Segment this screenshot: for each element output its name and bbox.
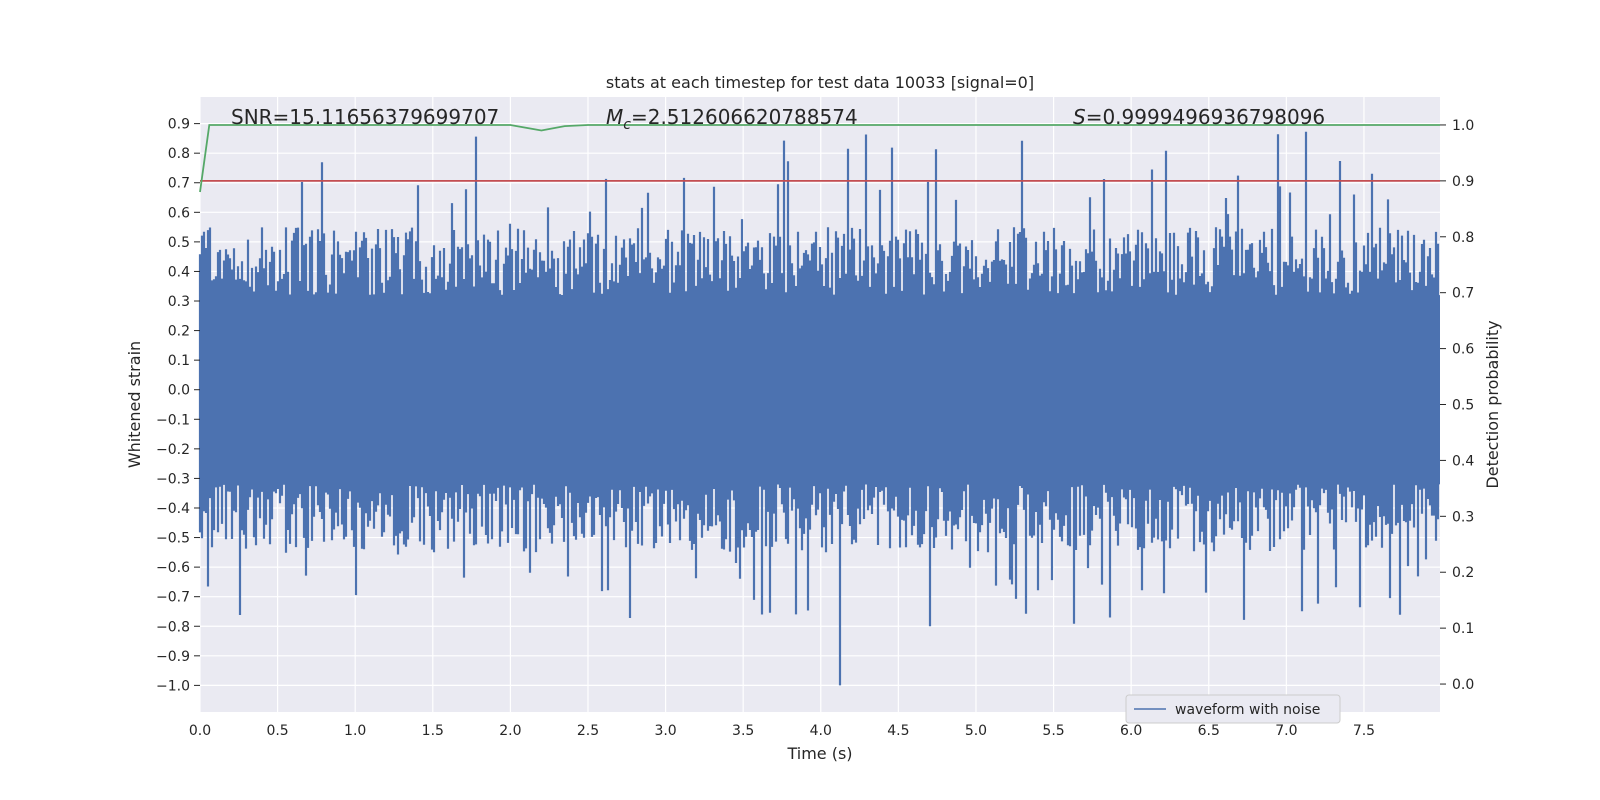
y-tick-label-left: −0.4 [156, 501, 190, 517]
y-tick-label-left: 0.1 [168, 353, 190, 369]
y-tick-label-left: 0.6 [168, 205, 190, 221]
axis-ticks: 0.0 0.5 1.0 1.5 2.0 2.5 3.0 3.5 4.0 4.5 5.0 5.5 6.0 6… [156, 117, 1474, 739]
y-tick-label-right: 0.6 [1452, 342, 1474, 358]
y-tick-label-right: 0.9 [1452, 174, 1474, 190]
y-tick-label-left: −0.8 [156, 619, 190, 635]
x-tick-label: 6.5 [1198, 723, 1220, 739]
x-axis-label: Time (s) [786, 744, 852, 763]
x-tick-label: 5.5 [1042, 723, 1064, 739]
chirp-mass-symbol: M [606, 105, 623, 129]
y-tick-label-right: 0.8 [1452, 230, 1474, 246]
chart-title: stats at each timestep for test data 100… [606, 73, 1034, 92]
x-tick-label: 1.0 [344, 723, 366, 739]
waveform-with-noise-series [198, 131, 1440, 686]
y-axis-label-left: Whitened strain [125, 341, 144, 468]
y-tick-label-right: 0.1 [1452, 621, 1474, 637]
y-tick-label-left: −0.9 [156, 649, 190, 665]
x-tick-label: 7.5 [1353, 723, 1375, 739]
y-tick-label-left: −0.7 [156, 590, 190, 606]
y-tick-label-left: −0.5 [156, 531, 190, 547]
y-axis-label-right: Detection probability [1483, 320, 1502, 488]
x-tick-label: 7.0 [1275, 723, 1297, 739]
snr-annotation: SNR=15.11656379699707 [231, 105, 499, 129]
detection-probability-line [199, 124, 1440, 193]
chirp-mass-value: =2.512606620788574 [631, 105, 858, 129]
x-tick-label: 0.0 [189, 723, 211, 739]
waveform-core-band [200, 295, 1440, 485]
x-tick-label: 6.0 [1120, 723, 1142, 739]
y-tick-label-left: 0.7 [168, 176, 190, 192]
legend-box [1125, 694, 1341, 724]
x-tick-label: 2.5 [577, 723, 599, 739]
x-tick-label: 4.0 [810, 723, 832, 739]
x-tick-label: 3.0 [654, 723, 676, 739]
y-tick-label-left: −0.1 [156, 412, 190, 428]
y-tick-label-right: 0.4 [1452, 453, 1474, 469]
y-tick-label-left: 0.5 [168, 235, 190, 251]
legend: waveform with noise [1125, 694, 1341, 724]
y-tick-label-right: 0.2 [1452, 565, 1474, 581]
legend-label-waveform: waveform with noise [1175, 702, 1320, 718]
y-tick-label-left: 0.0 [168, 383, 190, 399]
y-tick-label-right: 0.7 [1452, 286, 1474, 302]
detection-stat-symbol: S [1073, 105, 1086, 129]
x-tick-label: 4.5 [887, 723, 909, 739]
y-tick-label-right: 0.0 [1452, 677, 1474, 693]
y-tick-label-left: 0.8 [168, 146, 190, 162]
y-tick-label-left: 0.3 [168, 294, 190, 310]
y-tick-label-left: −0.2 [156, 442, 190, 458]
y-tick-label-left: 0.2 [168, 324, 190, 340]
chirp-mass-subscript: c [623, 117, 631, 133]
y-tick-label-left: −1.0 [156, 678, 190, 694]
x-tick-label: 3.5 [732, 723, 754, 739]
x-tick-label: 1.5 [422, 723, 444, 739]
detection-stat-value: =0.9999496936798096 [1086, 105, 1325, 129]
y-tick-label-right: 0.5 [1452, 398, 1474, 414]
y-tick-label-left: 0.4 [168, 264, 190, 280]
x-tick-label: 2.0 [499, 723, 521, 739]
x-tick-label: 0.5 [266, 723, 288, 739]
y-tick-label-left: 0.9 [168, 117, 190, 133]
probability-lines [199, 124, 1440, 193]
chirp-mass-annotation: Mc=2.512606620788574 [606, 105, 858, 133]
x-tick-label: 5.0 [965, 723, 987, 739]
y-tick-label-left: −0.3 [156, 471, 190, 487]
y-tick-label-right: 1.0 [1452, 118, 1474, 134]
y-tick-label-left: −0.6 [156, 560, 190, 576]
y-tick-label-right: 0.3 [1452, 509, 1474, 525]
detection-stat-annotation: S=0.9999496936798096 [1073, 105, 1325, 129]
